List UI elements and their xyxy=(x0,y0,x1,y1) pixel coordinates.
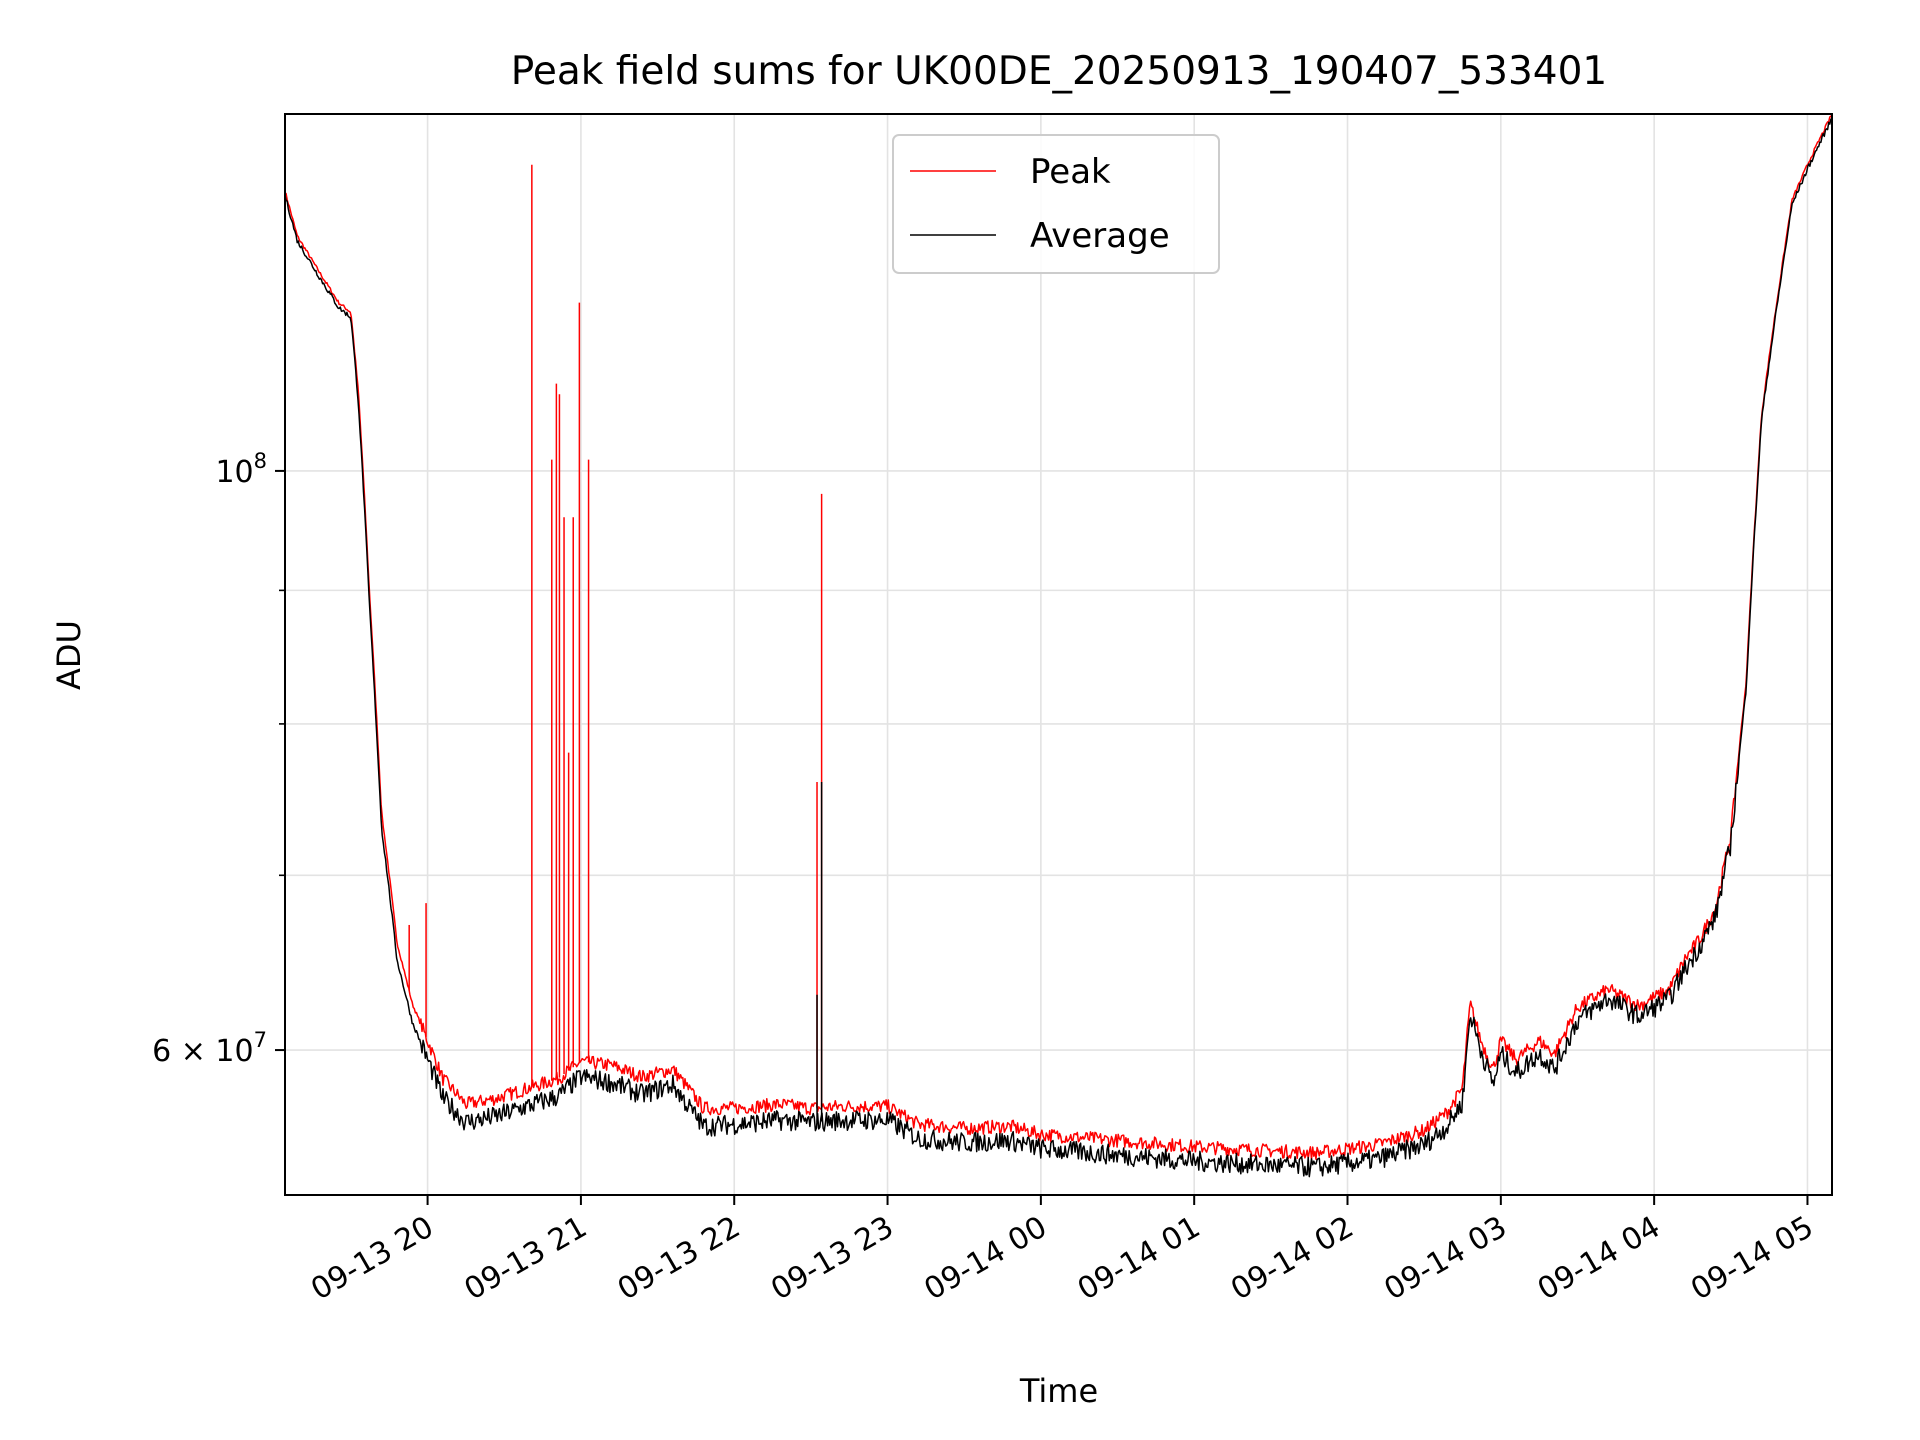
x-axis-label: Time xyxy=(1019,1372,1098,1410)
series-layer xyxy=(284,113,1833,1178)
y-tick-label: 6 × 107 xyxy=(152,1028,267,1069)
y-axis-ticks: 6 × 107 108 xyxy=(152,449,285,1069)
legend: Peak Average xyxy=(892,134,1220,274)
plot-frame xyxy=(284,113,1833,1196)
y-tick-label: 108 xyxy=(215,449,267,490)
legend-box xyxy=(892,134,1220,274)
series-line-peak xyxy=(284,113,1833,1160)
series-line-average xyxy=(284,118,1832,1178)
legend-label-peak: Peak xyxy=(1030,152,1111,192)
legend-label-average: Average xyxy=(1030,216,1170,256)
y-axis-label: ADU xyxy=(50,620,88,690)
chart-title: Peak field sums for UK00DE_20250913_1904… xyxy=(511,49,1608,94)
grid-layer xyxy=(285,114,1832,1195)
